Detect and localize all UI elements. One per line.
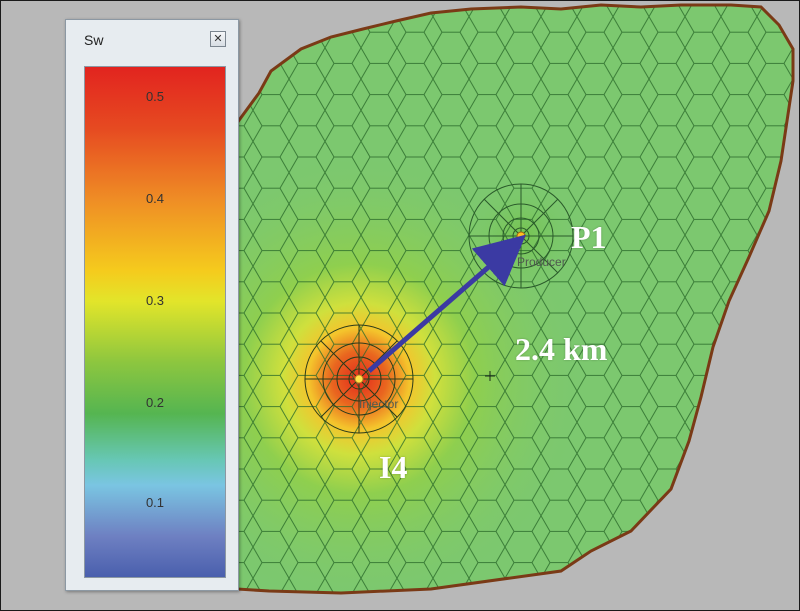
injector-label: I4 bbox=[379, 449, 408, 485]
sw-legend-panel[interactable]: Sw ✕ 0.5 0.4 0.3 0.2 0.1 bbox=[65, 19, 239, 591]
producer-caption: Producer bbox=[517, 255, 566, 269]
legend-tick: 0.2 bbox=[145, 395, 165, 410]
producer-label: P1 bbox=[571, 219, 607, 255]
producer-well-marker bbox=[516, 231, 526, 241]
legend-tick: 0.1 bbox=[145, 495, 165, 510]
legend-tick: 0.4 bbox=[145, 191, 165, 206]
well-connection-arrow bbox=[367, 234, 526, 373]
close-icon[interactable]: ✕ bbox=[210, 31, 226, 47]
legend-tick: 0.3 bbox=[145, 293, 165, 308]
injector-caption: Injector bbox=[359, 397, 399, 411]
distance-label: 2.4 km bbox=[515, 331, 608, 367]
legend-tick: 0.5 bbox=[145, 89, 165, 104]
reservoir-boundary bbox=[235, 3, 795, 595]
center-crosshair bbox=[485, 371, 495, 381]
injector-well-marker bbox=[354, 374, 364, 384]
legend-title: Sw bbox=[84, 32, 104, 48]
color-scale-bar: 0.5 0.4 0.3 0.2 0.1 bbox=[84, 66, 226, 578]
